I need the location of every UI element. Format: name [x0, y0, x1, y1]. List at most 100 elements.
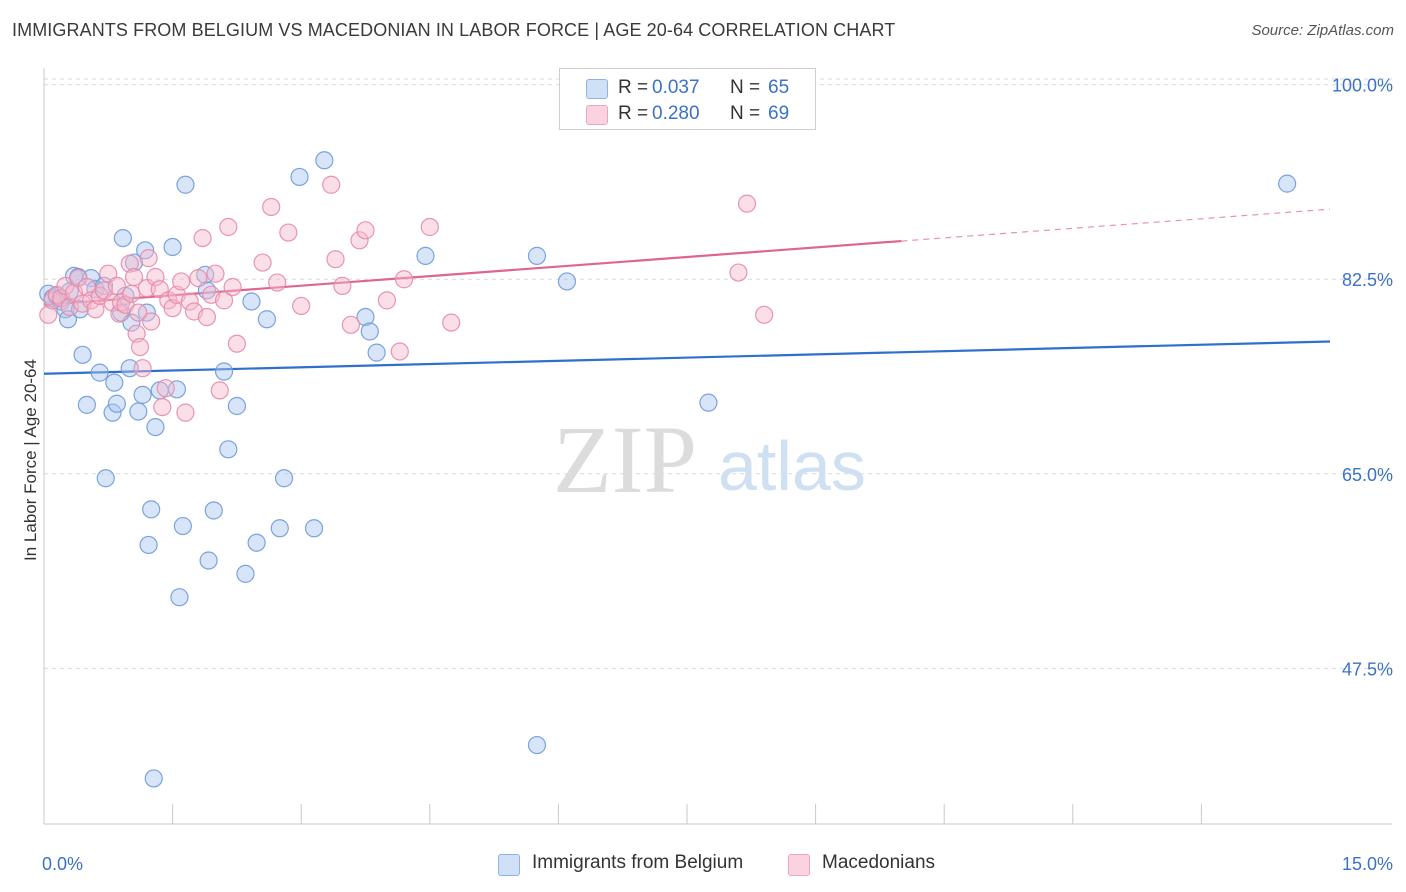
macedonian-point — [223, 277, 242, 297]
chart-source: Source: ZipAtlas.com — [1251, 22, 1394, 39]
y-tick-label: 47.5% — [1342, 659, 1393, 679]
belgium-point — [219, 440, 238, 459]
belgium-point — [257, 310, 277, 329]
r-value: 0.037 — [652, 77, 700, 98]
macedonian-point — [210, 381, 229, 400]
r-label: R = — [618, 77, 649, 98]
macedonian-point — [107, 276, 126, 296]
belgium-point — [527, 735, 547, 755]
belgium-point — [557, 272, 577, 291]
legend-label: Immigrants from Belgium — [532, 852, 744, 873]
macedonian-point — [214, 291, 234, 310]
macedonian-point — [322, 175, 341, 194]
macedonian-point — [219, 217, 238, 237]
belgium-point — [90, 363, 109, 382]
belgium-point — [356, 307, 375, 327]
belgium-point — [144, 769, 163, 788]
belgium-point — [120, 359, 139, 378]
chart-title: IMMIGRANTS FROM BELGIUM VS MACEDONIAN IN… — [12, 20, 896, 40]
macedonian-point — [755, 305, 774, 324]
belgium-point — [170, 588, 189, 607]
macedonian-point — [442, 313, 461, 332]
macedonian-point — [180, 292, 199, 311]
macedonian-point — [390, 342, 409, 361]
macedonian-point — [377, 291, 397, 310]
belgium-point — [113, 229, 132, 248]
macedonian-point — [394, 270, 414, 289]
n-value: 69 — [768, 103, 790, 124]
belgium-point — [77, 395, 96, 414]
belgium-point — [416, 246, 435, 265]
macedonian-point — [122, 284, 141, 303]
belgium-point — [163, 237, 182, 257]
belgium-point — [247, 533, 266, 552]
macedonian-point — [124, 267, 144, 287]
y-tick-label: 65.0% — [1342, 465, 1393, 485]
x-tick-label: 0.0% — [42, 854, 83, 874]
macedonian-point — [127, 324, 146, 343]
belgium-point — [315, 151, 334, 170]
belgium-point — [103, 403, 122, 422]
belgium-point — [107, 394, 126, 413]
watermark: ZIP atlas — [553, 406, 866, 513]
belgium-point — [270, 519, 289, 538]
belgium-point — [105, 373, 124, 392]
belgium-point — [527, 246, 547, 265]
trend-lines — [43, 208, 1331, 375]
macedonian-point — [333, 276, 352, 296]
macedonian-point — [139, 249, 158, 268]
belgium-point — [274, 469, 294, 488]
macedonian-point — [189, 269, 208, 288]
tick-labels: 100.0% 82.5% 65.0% 47.5% 0.0% 15.0% — [42, 76, 1393, 874]
macedonian-point — [176, 403, 195, 422]
macedonians-swatch — [586, 105, 608, 125]
belgium-point — [1278, 174, 1297, 193]
macedonian-point — [129, 303, 148, 322]
macedonian-point — [326, 250, 345, 269]
correlation-legend: R = 0.037 N = 65 R = 0.280 N = 69 — [559, 68, 816, 130]
macedonian-point — [130, 337, 150, 357]
x-tick-label: 15.0% — [1342, 854, 1393, 874]
macedonian-point — [82, 291, 101, 310]
macedonian-point — [350, 231, 369, 250]
belgium-point — [173, 516, 192, 536]
belgium-point — [73, 345, 92, 364]
belgium-point — [236, 564, 255, 583]
belgium-point — [214, 362, 234, 381]
belgium-point — [290, 167, 309, 187]
macedonian-point — [279, 223, 298, 242]
axes — [43, 68, 1392, 825]
macedonian-point — [227, 334, 246, 353]
y-tick-label: 100.0% — [1332, 76, 1393, 96]
n-label: N = — [730, 103, 761, 124]
belgium-point — [699, 393, 718, 412]
trend-line-dashed — [901, 208, 1331, 242]
watermark-zip: ZIP — [553, 406, 697, 513]
macedonians-swatch — [788, 854, 810, 876]
y-tick-label: 82.5% — [1342, 270, 1393, 290]
n-label: N = — [730, 77, 761, 98]
legend-label: Macedonians — [822, 852, 936, 873]
n-value: 65 — [768, 77, 790, 98]
belgium-point — [304, 519, 324, 538]
macedonian-point — [172, 272, 191, 291]
r-value: 0.280 — [652, 103, 700, 124]
belgium-point — [204, 501, 223, 520]
belgium-point — [176, 175, 195, 194]
macedonian-point — [39, 305, 58, 324]
macedonian-point — [292, 296, 311, 316]
macedonian-point — [262, 197, 281, 217]
belgium-point — [367, 343, 386, 362]
macedonian-point — [341, 315, 361, 334]
belgium-point — [360, 322, 379, 341]
trend-line — [43, 340, 1331, 375]
macedonian-point — [197, 307, 216, 327]
macedonian-point — [156, 379, 175, 398]
belgium-point — [133, 385, 152, 404]
belgium-swatch — [498, 854, 520, 876]
macedonian-point — [206, 264, 225, 283]
macedonian-point — [133, 359, 152, 378]
belgium-point — [227, 396, 246, 416]
macedonian-point — [253, 253, 272, 272]
